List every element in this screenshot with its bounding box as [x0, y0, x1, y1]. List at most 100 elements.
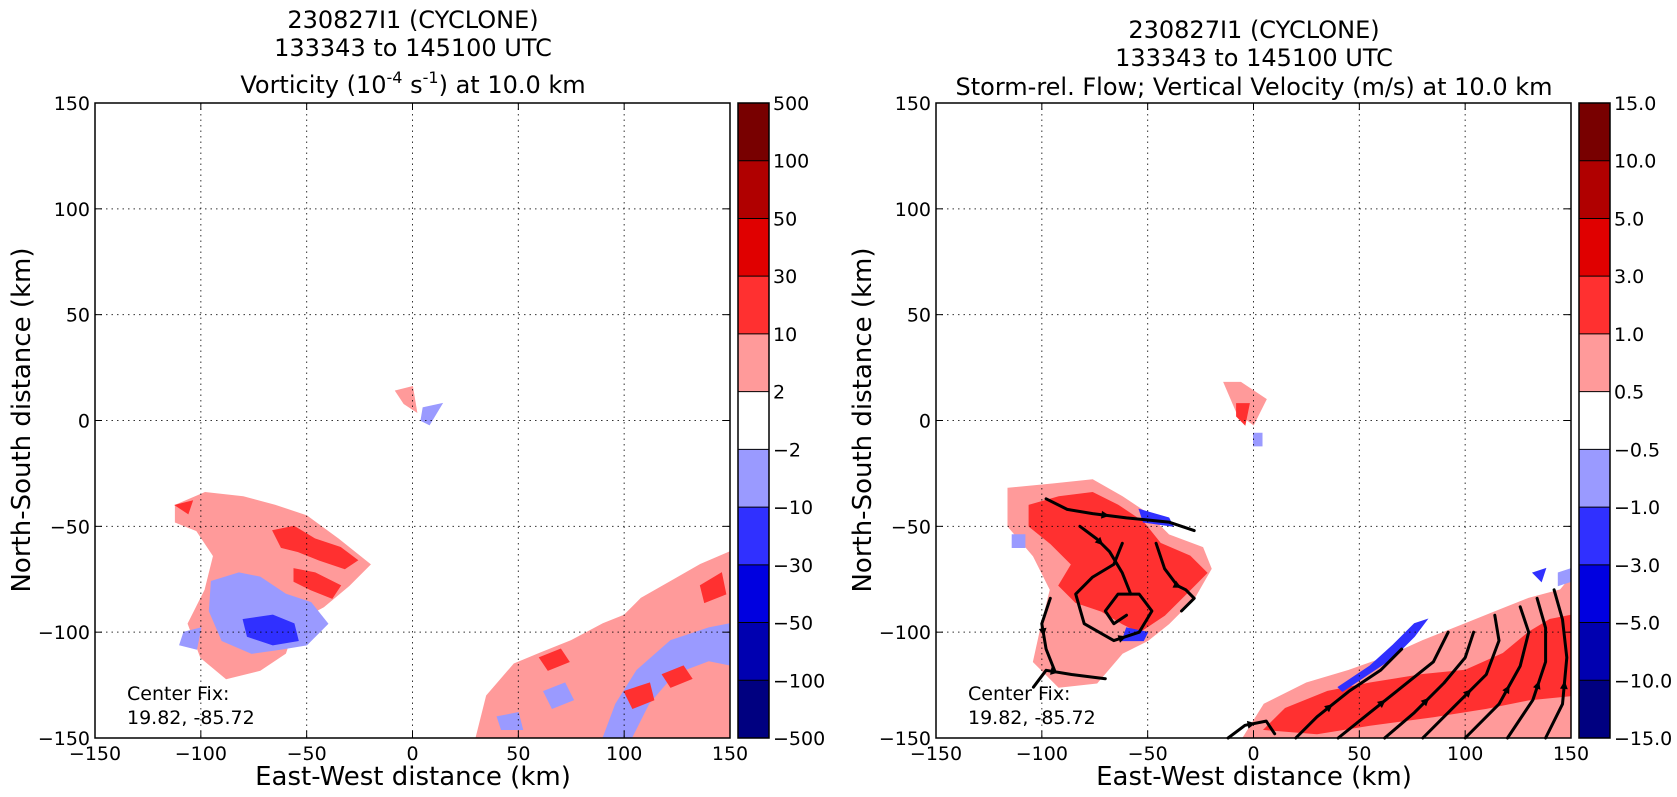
x-tick-label: −150 — [910, 743, 962, 765]
field-region-8 — [174, 500, 194, 515]
streamline-8 — [1336, 630, 1450, 740]
field-region-6 — [272, 525, 359, 570]
streamline-3 — [1040, 596, 1056, 672]
velocity-title-line-2: 133343 to 145100 UTC — [1115, 44, 1393, 72]
colorbar-label: −1.0 — [1614, 497, 1660, 519]
x-tick-label: 0 — [406, 743, 418, 765]
field-region-7 — [293, 568, 342, 599]
vorticity-x-ticks: −150 −100 −50 0 50 100 150 — [69, 103, 748, 765]
streamline-arrow — [1050, 667, 1059, 675]
y-tick-label: 50 — [907, 305, 931, 327]
colorbar-label: 500 — [773, 93, 809, 115]
field-region-13 — [496, 712, 524, 730]
y-tick-label: −50 — [50, 516, 90, 538]
x-tick-label: −50 — [1128, 743, 1168, 765]
vorticity-title-post: ) at 10.0 km — [439, 71, 586, 99]
streamline-arrow — [1094, 536, 1104, 546]
streamline-arrow — [1560, 680, 1568, 690]
colorbar-swatch — [738, 507, 769, 566]
field-region-15 — [699, 572, 727, 604]
velocity-center-fix-coords: 19.82, -85.72 — [968, 707, 1096, 729]
vorticity-title-line-2: 133343 to 145100 UTC — [274, 34, 552, 62]
streamline-arrow — [1038, 627, 1047, 637]
colorbar-swatch — [1579, 276, 1610, 335]
colorbar-frame — [737, 102, 770, 739]
vorticity-title-exp2: -1 — [423, 68, 439, 87]
colorbar-swatch — [1579, 391, 1610, 450]
x-tick-label: −150 — [69, 743, 121, 765]
streamline-arrow — [1502, 685, 1510, 695]
velocity-x-ticks: −150 −100 −50 0 50 100 150 — [910, 103, 1589, 765]
field-region-2 — [1253, 432, 1263, 447]
y-tick-label: −150 — [879, 728, 931, 750]
colorbar-label: −10.0 — [1614, 670, 1672, 692]
field-region-0 — [394, 385, 418, 414]
y-tick-label: −50 — [891, 516, 931, 538]
field-region-11 — [1531, 567, 1547, 583]
field-region-3 — [208, 572, 329, 654]
field-region-4 — [1028, 491, 1208, 633]
colorbar-swatch — [1579, 622, 1610, 681]
colorbar-label: −15.0 — [1614, 728, 1672, 750]
streamline-arrow — [1117, 635, 1127, 643]
colorbar-label: 1.0 — [1614, 324, 1644, 346]
streamline-0 — [1044, 497, 1196, 533]
y-tick-label: −150 — [38, 728, 90, 750]
streamline-arrow — [1377, 699, 1386, 708]
vorticity-title-line-1: 230827I1 (CYCLONE) — [287, 6, 538, 34]
field-region-14 — [661, 665, 693, 688]
y-tick-label: 0 — [78, 411, 90, 433]
vorticity-title-mid: s — [402, 71, 422, 99]
colorbar-swatch — [738, 333, 769, 393]
vorticity-gridlines — [95, 103, 730, 738]
streamline-arrow — [1463, 689, 1472, 698]
colorbar-swatch — [738, 449, 769, 508]
velocity-gridlines — [936, 103, 1571, 738]
colorbar-swatch — [738, 680, 769, 739]
velocity-x-axis-label: East-West distance (km) — [1096, 762, 1412, 792]
colorbar-swatch — [738, 160, 769, 219]
streamline-4 — [1154, 541, 1196, 613]
colorbar-label: −10 — [773, 497, 813, 519]
colorbar-swatch — [1579, 103, 1610, 162]
colorbar-label: 15.0 — [1614, 93, 1656, 115]
colorbar-label: −500 — [773, 728, 825, 750]
field-region-7 — [1011, 534, 1026, 548]
x-tick-label: −100 — [1016, 743, 1068, 765]
velocity-title-line-1: 230827I1 (CYCLONE) — [1128, 16, 1379, 44]
vorticity-title-line-3: Vorticity (10-4 s-1) at 10.0 km — [240, 68, 585, 99]
vorticity-title-pre: Vorticity (10 — [240, 71, 386, 99]
vorticity-field — [174, 385, 731, 739]
velocity-field — [1007, 381, 1572, 739]
y-tick-label: −100 — [38, 622, 90, 644]
streamline-9 — [1383, 630, 1476, 740]
streamline-arrow — [1533, 680, 1541, 690]
colorbar-swatch — [738, 103, 769, 162]
field-region-5 — [179, 627, 202, 650]
field-region-4 — [242, 614, 299, 646]
colorbar-label: −0.5 — [1614, 439, 1660, 461]
x-tick-label: 50 — [1347, 743, 1371, 765]
vorticity-center-fix-label: Center Fix: — [127, 683, 229, 705]
y-tick-label: 100 — [54, 199, 90, 221]
colorbar-swatch — [738, 218, 769, 277]
x-tick-label: 50 — [506, 743, 530, 765]
y-tick-label: 50 — [66, 305, 90, 327]
y-tick-label: 100 — [895, 199, 931, 221]
vorticity-center-fix-coords: 19.82, -85.72 — [127, 707, 255, 729]
colorbar-swatch — [1579, 333, 1610, 393]
streamline-arrow — [1246, 720, 1256, 729]
colorbar-label: −50 — [773, 613, 813, 635]
colorbar-frame — [1578, 102, 1611, 739]
velocity-center-fix-label: Center Fix: — [968, 683, 1070, 705]
colorbar-label: 5.0 — [1614, 208, 1644, 230]
colorbar-label: 50 — [773, 208, 797, 230]
field-region-1 — [420, 402, 444, 426]
colorbar-label: −3.0 — [1614, 555, 1660, 577]
colorbar-label: −30 — [773, 555, 813, 577]
field-region-1 — [1236, 403, 1250, 426]
colorbar-label: 0.5 — [1614, 382, 1644, 404]
y-tick-label: 150 — [895, 93, 931, 115]
streamline-11 — [1463, 605, 1531, 740]
